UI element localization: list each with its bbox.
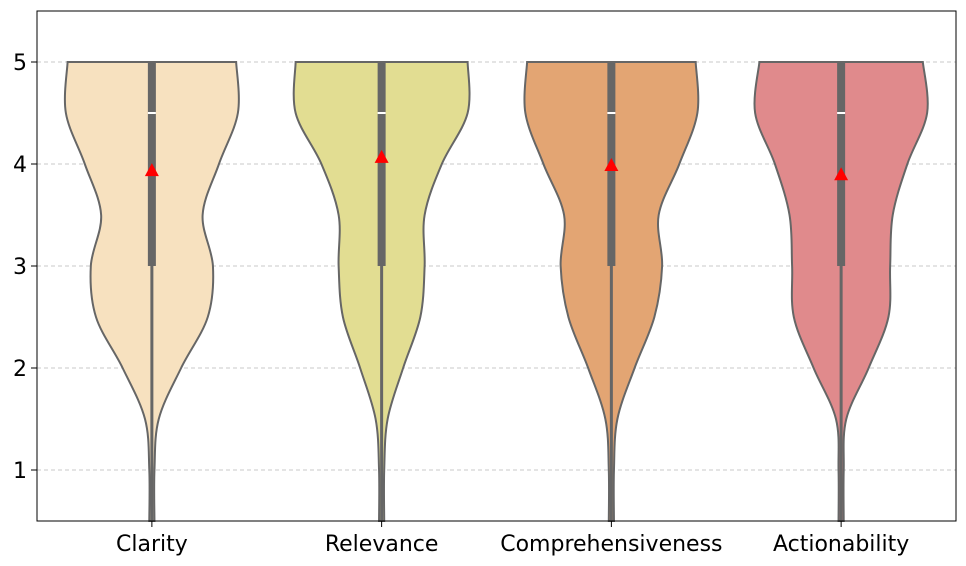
y-tick-label: 5 <box>13 51 27 76</box>
iqr-box <box>837 62 846 266</box>
x-axis-ticks: Clarity Relevance Comprehensiveness Actiona… <box>116 521 909 557</box>
y-axis-ticks: 1 2 3 4 5 <box>13 51 37 484</box>
x-tick-label: Comprehensiveness <box>500 532 722 557</box>
mean-marker <box>144 163 159 177</box>
y-tick-label: 2 <box>13 357 27 382</box>
x-tick-label: Clarity <box>116 532 188 557</box>
y-tick-label: 3 <box>13 255 27 280</box>
y-tick-label: 1 <box>13 459 27 484</box>
violins <box>63 61 929 522</box>
mean-marker <box>374 149 389 163</box>
iqr-box <box>377 62 386 266</box>
x-tick-label: Relevance <box>325 532 439 557</box>
violin-comprehensiveness <box>523 61 700 522</box>
violin-clarity <box>63 61 240 522</box>
x-tick-label: Actionability <box>773 532 909 557</box>
plot-frame <box>36 10 957 522</box>
mean-marker <box>604 158 619 172</box>
mean-marker <box>834 167 849 181</box>
y-tick-label: 4 <box>13 153 27 178</box>
violin-relevance <box>292 61 471 522</box>
violin-actionability <box>753 61 929 522</box>
